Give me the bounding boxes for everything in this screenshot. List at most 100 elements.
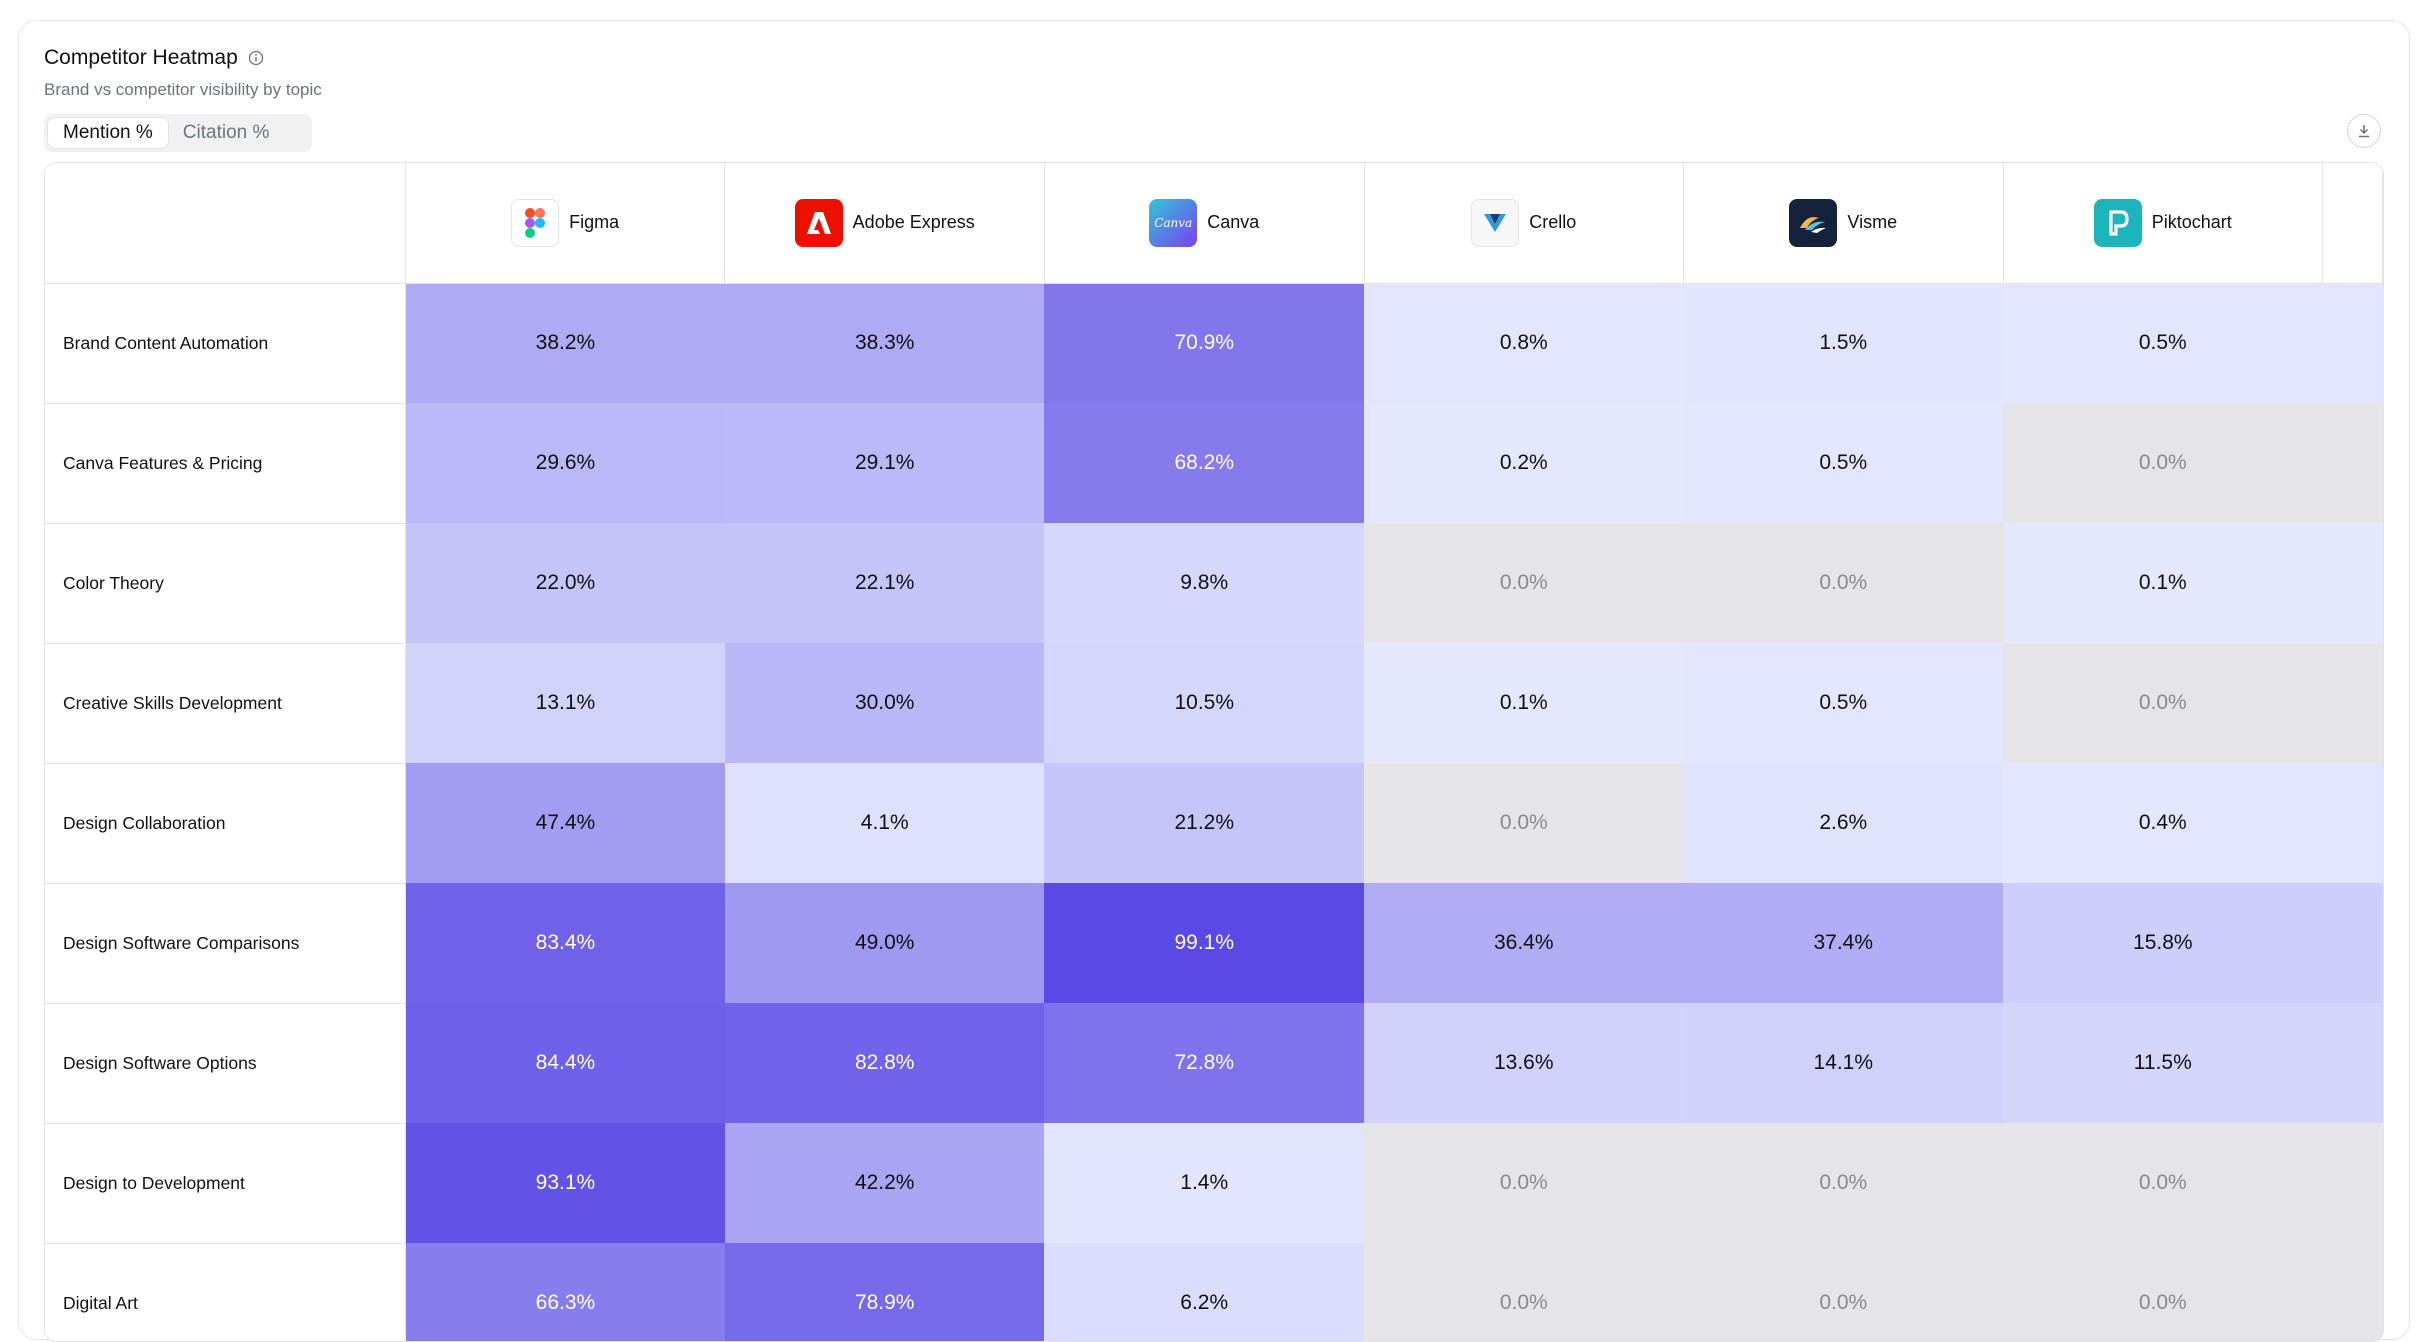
heat-cell[interactable]: 42.2%: [724, 1123, 1045, 1243]
overflow-column-header: [2322, 163, 2383, 284]
heat-cell[interactable]: 11.5%: [2003, 1003, 2323, 1123]
heat-cell[interactable]: 78.9%: [724, 1243, 1045, 1341]
overflow-cell: [2322, 523, 2383, 643]
heat-cell[interactable]: 0.5%: [1683, 403, 2003, 523]
heat-cell[interactable]: 30.0%: [724, 643, 1045, 763]
heat-cell[interactable]: 1.4%: [1044, 1123, 1364, 1243]
heat-cell[interactable]: 70.9%: [1044, 283, 1364, 403]
heat-cell[interactable]: 38.3%: [724, 283, 1045, 403]
overflow-cell: [2322, 1123, 2383, 1243]
heat-cell[interactable]: 83.4%: [405, 883, 725, 1003]
heat-cell[interactable]: 37.4%: [1683, 883, 2003, 1003]
heat-cell[interactable]: 0.0%: [2003, 643, 2323, 763]
competitor-name: Crello: [1529, 212, 1577, 233]
heat-cell[interactable]: 4.1%: [724, 763, 1045, 883]
overflow-cell: [2322, 1003, 2383, 1123]
card-title: Competitor Heatmap: [44, 46, 238, 69]
crello-logo-icon: [1471, 198, 1520, 247]
heat-cell[interactable]: 0.1%: [1364, 643, 1684, 763]
info-icon[interactable]: [248, 50, 264, 66]
competitor-header[interactable]: Figma: [405, 163, 726, 284]
topic-header: [45, 163, 406, 284]
heat-cell[interactable]: 38.2%: [405, 283, 725, 403]
competitor-header[interactable]: Visme: [1683, 163, 2004, 284]
heat-cell[interactable]: 72.8%: [1044, 1003, 1364, 1123]
topic-label: Creative Skills Development: [45, 643, 406, 764]
heat-cell[interactable]: 0.2%: [1364, 403, 1684, 523]
table-row: Design Software Comparisons 83.4% 49.0% 99.…: [45, 883, 2383, 1004]
topic-label: Design Software Options: [45, 1003, 406, 1124]
download-button[interactable]: [2347, 114, 2381, 148]
heat-cell[interactable]: 0.0%: [1683, 1123, 2003, 1243]
heat-cell[interactable]: 13.6%: [1364, 1003, 1684, 1123]
heatmap-table: Figma Adobe Express: [45, 163, 2383, 1341]
heat-cell[interactable]: 49.0%: [724, 883, 1045, 1003]
heat-cell[interactable]: 21.2%: [1044, 763, 1364, 883]
heatmap-grid: Figma Adobe Express: [44, 162, 2384, 1342]
competitor-header[interactable]: Canva Canva: [1044, 163, 1365, 284]
heat-cell[interactable]: 84.4%: [405, 1003, 725, 1123]
table-row: Digital Art 66.3% 78.9% 6.2% 0.0% 0.0% 0.0%: [45, 1243, 2383, 1341]
heat-cell[interactable]: 0.0%: [1683, 523, 2003, 643]
download-icon: [2359, 125, 2369, 138]
heat-cell[interactable]: 0.0%: [2003, 1123, 2323, 1243]
heat-cell[interactable]: 66.3%: [405, 1243, 725, 1341]
heat-cell[interactable]: 36.4%: [1364, 883, 1684, 1003]
adobe-express-logo-icon: [794, 198, 843, 247]
heat-cell[interactable]: 9.8%: [1044, 523, 1364, 643]
heat-cell[interactable]: 0.5%: [2003, 283, 2323, 403]
competitor-header[interactable]: Crello: [1364, 163, 1684, 284]
heat-cell[interactable]: 0.4%: [2003, 763, 2323, 883]
heat-cell[interactable]: 22.0%: [405, 523, 725, 643]
competitor-name: Visme: [1847, 212, 1898, 233]
topic-label: Digital Art: [45, 1243, 406, 1341]
figma-logo-icon: [511, 198, 560, 247]
heat-cell[interactable]: 0.0%: [2003, 1243, 2323, 1341]
card-header: Competitor Heatmap: [44, 46, 264, 70]
heat-cell[interactable]: 0.5%: [1683, 643, 2003, 763]
competitor-header[interactable]: Adobe Express: [724, 163, 1045, 284]
heat-cell[interactable]: 14.1%: [1683, 1003, 2003, 1123]
overflow-cell: [2322, 763, 2383, 883]
topic-label: Design Collaboration: [45, 763, 406, 884]
piktochart-logo-icon: [2093, 198, 2142, 247]
heat-cell[interactable]: 29.6%: [405, 403, 725, 523]
heat-cell[interactable]: 0.0%: [1364, 1123, 1684, 1243]
heat-cell[interactable]: 1.5%: [1683, 283, 2003, 403]
heat-cell[interactable]: 22.1%: [724, 523, 1045, 643]
table-row: Brand Content Automation 38.2% 38.3% 70.9% 0…: [45, 283, 2383, 404]
toggle-mention[interactable]: Mention %: [48, 118, 168, 148]
heat-cell[interactable]: 68.2%: [1044, 403, 1364, 523]
heat-cell[interactable]: 93.1%: [405, 1123, 725, 1243]
heat-cell[interactable]: 6.2%: [1044, 1243, 1364, 1341]
heat-cell[interactable]: 0.1%: [2003, 523, 2323, 643]
heat-cell[interactable]: 0.8%: [1364, 283, 1684, 403]
toggle-citation[interactable]: Citation %: [182, 122, 270, 143]
metric-toggle: Mention % Citation %: [44, 114, 312, 152]
heat-cell[interactable]: 82.8%: [724, 1003, 1045, 1123]
heat-cell[interactable]: 47.4%: [405, 763, 725, 883]
table-row: Creative Skills Development 13.1% 30.0% 10.…: [45, 643, 2383, 764]
heat-cell[interactable]: 0.0%: [1364, 1243, 1684, 1341]
canva-logo-icon: Canva: [1149, 198, 1198, 247]
heat-cell[interactable]: 13.1%: [405, 643, 725, 763]
heat-cell[interactable]: 99.1%: [1044, 883, 1364, 1003]
competitor-name: Figma: [569, 212, 620, 233]
competitor-name: Adobe Express: [852, 212, 975, 233]
heat-cell[interactable]: 15.8%: [2003, 883, 2323, 1003]
heat-cell[interactable]: 0.0%: [2003, 403, 2323, 523]
topic-label: Design to Development: [45, 1123, 406, 1244]
topic-label: Color Theory: [45, 523, 406, 644]
heat-cell[interactable]: 29.1%: [724, 403, 1045, 523]
heat-cell[interactable]: 0.0%: [1364, 523, 1684, 643]
table-row: Canva Features & Pricing 29.6% 29.1% 68.2% 0…: [45, 403, 2383, 524]
heat-cell[interactable]: 10.5%: [1044, 643, 1364, 763]
heat-cell[interactable]: 0.0%: [1683, 1243, 2003, 1341]
topic-label: Design Software Comparisons: [45, 883, 406, 1004]
table-row: Color Theory 22.0% 22.1% 9.8% 0.0% 0.0% 0.1%: [45, 523, 2383, 644]
competitor-header[interactable]: Piktochart: [2003, 163, 2324, 284]
heat-cell[interactable]: 0.0%: [1364, 763, 1684, 883]
heat-cell[interactable]: 2.6%: [1683, 763, 2003, 883]
competitor-name: Piktochart: [2151, 212, 2232, 233]
overflow-cell: [2322, 1243, 2383, 1341]
